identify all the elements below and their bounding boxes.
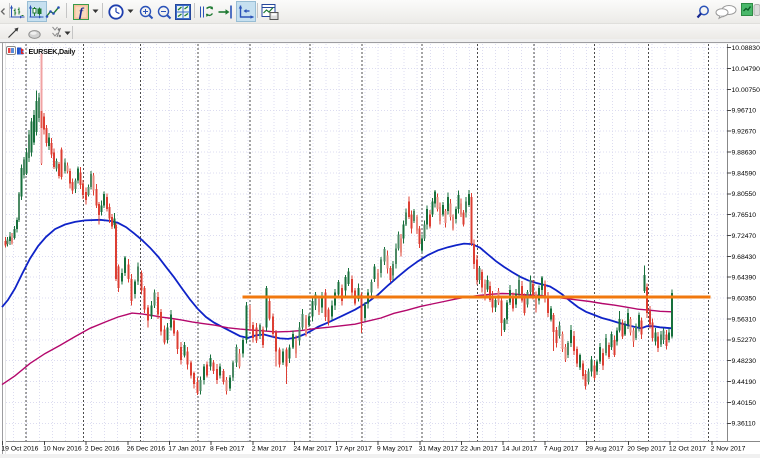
svg-text:9.60350: 9.60350	[732, 296, 757, 303]
svg-text:20 Sep 2017: 20 Sep 2017	[627, 446, 666, 453]
svg-text:14 Jul 2017: 14 Jul 2017	[502, 446, 537, 453]
svg-text:9.92670: 9.92670	[732, 129, 757, 136]
svg-text:f: f	[79, 4, 85, 19]
svg-text:10.00750: 10.00750	[732, 87, 760, 94]
svg-text:9.52270: 9.52270	[732, 337, 757, 344]
svg-text:9.44190: 9.44190	[732, 379, 757, 386]
svg-text:9.88630: 9.88630	[732, 149, 757, 156]
svg-text:9 May 2017: 9 May 2017	[377, 446, 413, 453]
svg-text:9.36110: 9.36110	[732, 421, 756, 428]
svg-text:29 Aug 2017: 29 Aug 2017	[586, 446, 624, 453]
svg-text:24 Mar 2017: 24 Mar 2017	[293, 446, 331, 453]
svg-text:2 Mar 2017: 2 Mar 2017	[252, 446, 287, 453]
svg-text:10.08830: 10.08830	[732, 45, 760, 52]
svg-text:9.56310: 9.56310	[732, 316, 757, 323]
svg-text:9.80550: 9.80550	[732, 191, 757, 198]
svg-text:17 Jan 2017: 17 Jan 2017	[168, 446, 206, 453]
svg-text:EURSEK,Daily: EURSEK,Daily	[29, 47, 76, 56]
svg-text:8 Feb 2017: 8 Feb 2017	[210, 446, 245, 453]
svg-text:9.96710: 9.96710	[732, 108, 757, 115]
svg-text:22 Jun 2017: 22 Jun 2017	[460, 446, 498, 453]
svg-text:10.04790: 10.04790	[732, 66, 760, 73]
svg-text:26 Dec 2016: 26 Dec 2016	[127, 446, 166, 453]
svg-text:7 Aug 2017: 7 Aug 2017	[544, 446, 579, 453]
svg-text:9.64390: 9.64390	[732, 275, 757, 282]
svg-text:9.40150: 9.40150	[732, 400, 757, 407]
svg-text:9.76510: 9.76510	[732, 212, 757, 219]
svg-text:17 Apr 2017: 17 Apr 2017	[335, 446, 372, 453]
svg-text:9.48230: 9.48230	[732, 358, 757, 365]
svg-text:2 Nov 2017: 2 Nov 2017	[711, 446, 746, 453]
svg-text:12 Oct 2017: 12 Oct 2017	[669, 446, 706, 453]
svg-text:2 Dec 2016: 2 Dec 2016	[85, 446, 120, 453]
svg-text:9.72470: 9.72470	[732, 233, 757, 240]
svg-text:19 Oct 2016: 19 Oct 2016	[1, 446, 38, 453]
svg-text:31 May 2017: 31 May 2017	[419, 446, 459, 453]
svg-text:9.84590: 9.84590	[732, 170, 757, 177]
svg-text:10 Nov 2016: 10 Nov 2016	[43, 446, 82, 453]
svg-text:9.68430: 9.68430	[732, 254, 757, 261]
